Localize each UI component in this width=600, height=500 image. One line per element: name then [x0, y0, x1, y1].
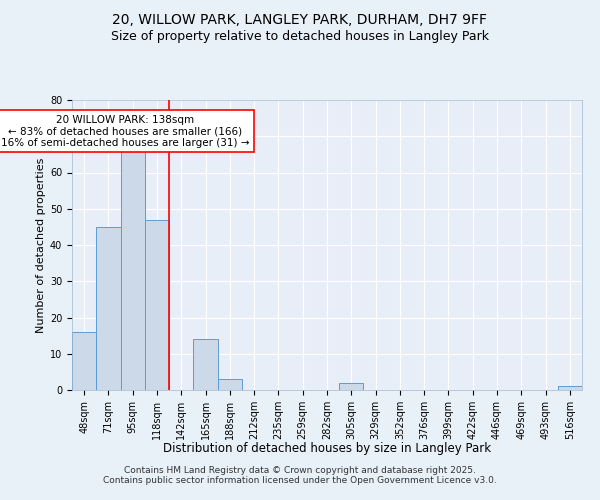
Text: Size of property relative to detached houses in Langley Park: Size of property relative to detached ho… [111, 30, 489, 43]
Text: 20 WILLOW PARK: 138sqm
← 83% of detached houses are smaller (166)
16% of semi-de: 20 WILLOW PARK: 138sqm ← 83% of detached… [1, 114, 250, 148]
Bar [193, 339, 218, 390]
Bar [72, 332, 96, 390]
Bar [339, 383, 364, 390]
Y-axis label: Number of detached properties: Number of detached properties [36, 158, 46, 332]
Text: Contains HM Land Registry data © Crown copyright and database right 2025.
Contai: Contains HM Land Registry data © Crown c… [103, 466, 497, 485]
Text: 20, WILLOW PARK, LANGLEY PARK, DURHAM, DH7 9FF: 20, WILLOW PARK, LANGLEY PARK, DURHAM, D… [113, 12, 487, 26]
Bar [145, 220, 169, 390]
Bar [96, 227, 121, 390]
X-axis label: Distribution of detached houses by size in Langley Park: Distribution of detached houses by size … [163, 442, 491, 455]
Bar [218, 379, 242, 390]
Bar [121, 144, 145, 390]
Bar [558, 386, 582, 390]
